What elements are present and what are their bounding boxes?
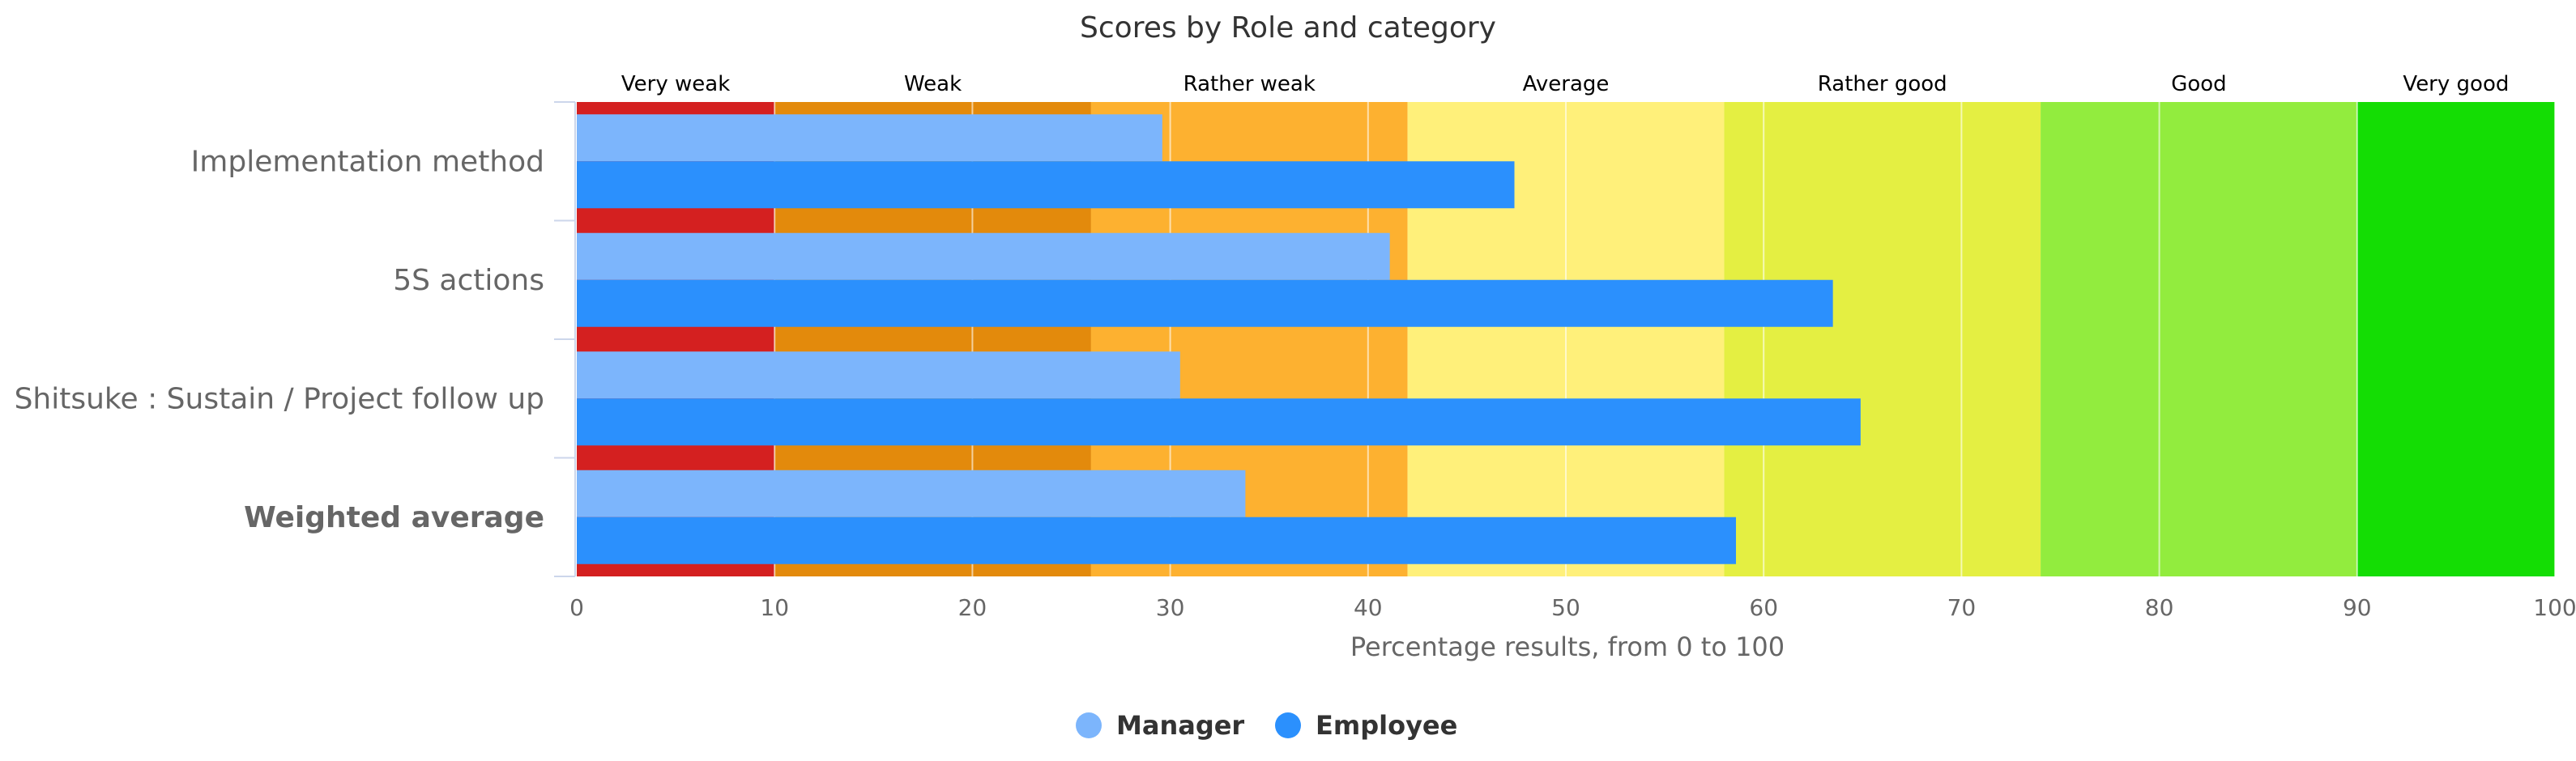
category-label-0: Implementation method <box>191 145 544 178</box>
band-label-0: Very weak <box>621 72 730 96</box>
x-axis: 0 10 20 30 40 50 60 70 80 90 100 <box>569 594 2576 621</box>
bar-employee-0 <box>577 161 1515 209</box>
x-tick-label-3: 30 <box>1156 594 1185 621</box>
x-tick-label-10: 100 <box>2533 594 2576 621</box>
bar-employee-1 <box>577 279 1833 327</box>
band-label-5: Good <box>2171 72 2226 96</box>
x-tick-label-7: 70 <box>1947 594 1977 621</box>
legend-label-manager: Manager <box>1116 710 1244 741</box>
category-label-1: 5S actions <box>393 264 544 297</box>
legend-label-employee: Employee <box>1316 710 1457 741</box>
x-tick-label-6: 60 <box>1749 594 1778 621</box>
bars <box>577 114 1861 564</box>
legend-marker-employee <box>1275 712 1301 738</box>
x-axis-title: Percentage results, from 0 to 100 <box>1350 631 1785 662</box>
bar-manager-3 <box>577 470 1246 517</box>
chart-title: Scores by Role and category <box>1080 11 1496 45</box>
bar-manager-1 <box>577 232 1390 280</box>
band-5 <box>2041 102 2357 576</box>
score-bands: Very weak Weak Rather weak Average Rather go… <box>577 72 2555 576</box>
band-label-6: Very good <box>2403 72 2509 96</box>
legend: Manager Employee <box>1076 710 1457 741</box>
band-label-1: Weak <box>904 72 962 96</box>
bar-employee-3 <box>577 517 1737 564</box>
band-label-2: Rather weak <box>1184 72 1316 96</box>
band-4 <box>1724 102 2041 576</box>
x-tick-label-0: 0 <box>569 594 584 621</box>
category-label-2: Shitsuke : Sustain / Project follow up <box>15 382 544 415</box>
band-label-4: Rather good <box>1818 72 1947 96</box>
band-label-3: Average <box>1523 72 1610 96</box>
x-tick-label-9: 90 <box>2343 594 2372 621</box>
bar-employee-2 <box>577 398 1861 446</box>
bar-manager-0 <box>577 114 1162 162</box>
y-axis: Implementation method 5S actions Shitsuke … <box>15 101 576 577</box>
x-tick-label-8: 80 <box>2145 594 2174 621</box>
legend-marker-manager <box>1076 712 1102 738</box>
bar-manager-2 <box>577 351 1180 399</box>
category-label-3: Weighted average <box>244 501 544 534</box>
x-tick-label-1: 10 <box>760 594 789 621</box>
x-tick-label-4: 40 <box>1354 594 1383 621</box>
x-tick-label-5: 50 <box>1551 594 1580 621</box>
x-tick-label-2: 20 <box>958 594 987 621</box>
band-6 <box>2356 102 2555 576</box>
